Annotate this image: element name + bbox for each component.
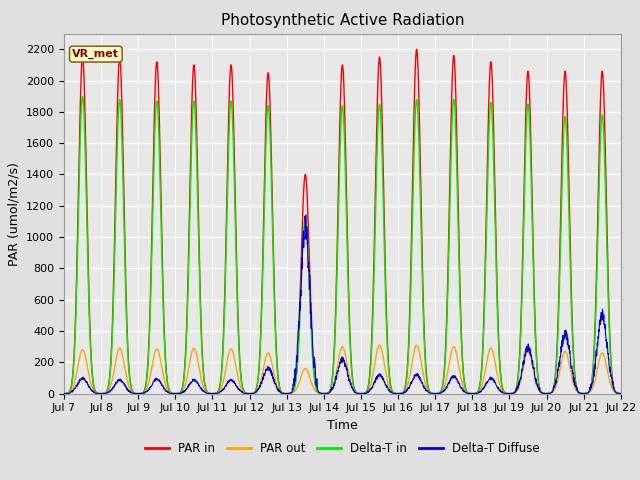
Y-axis label: PAR (umol/m2/s): PAR (umol/m2/s) [8, 162, 20, 265]
Legend: PAR in, PAR out, Delta-T in, Delta-T Diffuse: PAR in, PAR out, Delta-T in, Delta-T Dif… [140, 437, 545, 460]
X-axis label: Time: Time [327, 419, 358, 432]
Title: Photosynthetic Active Radiation: Photosynthetic Active Radiation [221, 13, 464, 28]
Text: VR_met: VR_met [72, 49, 119, 59]
